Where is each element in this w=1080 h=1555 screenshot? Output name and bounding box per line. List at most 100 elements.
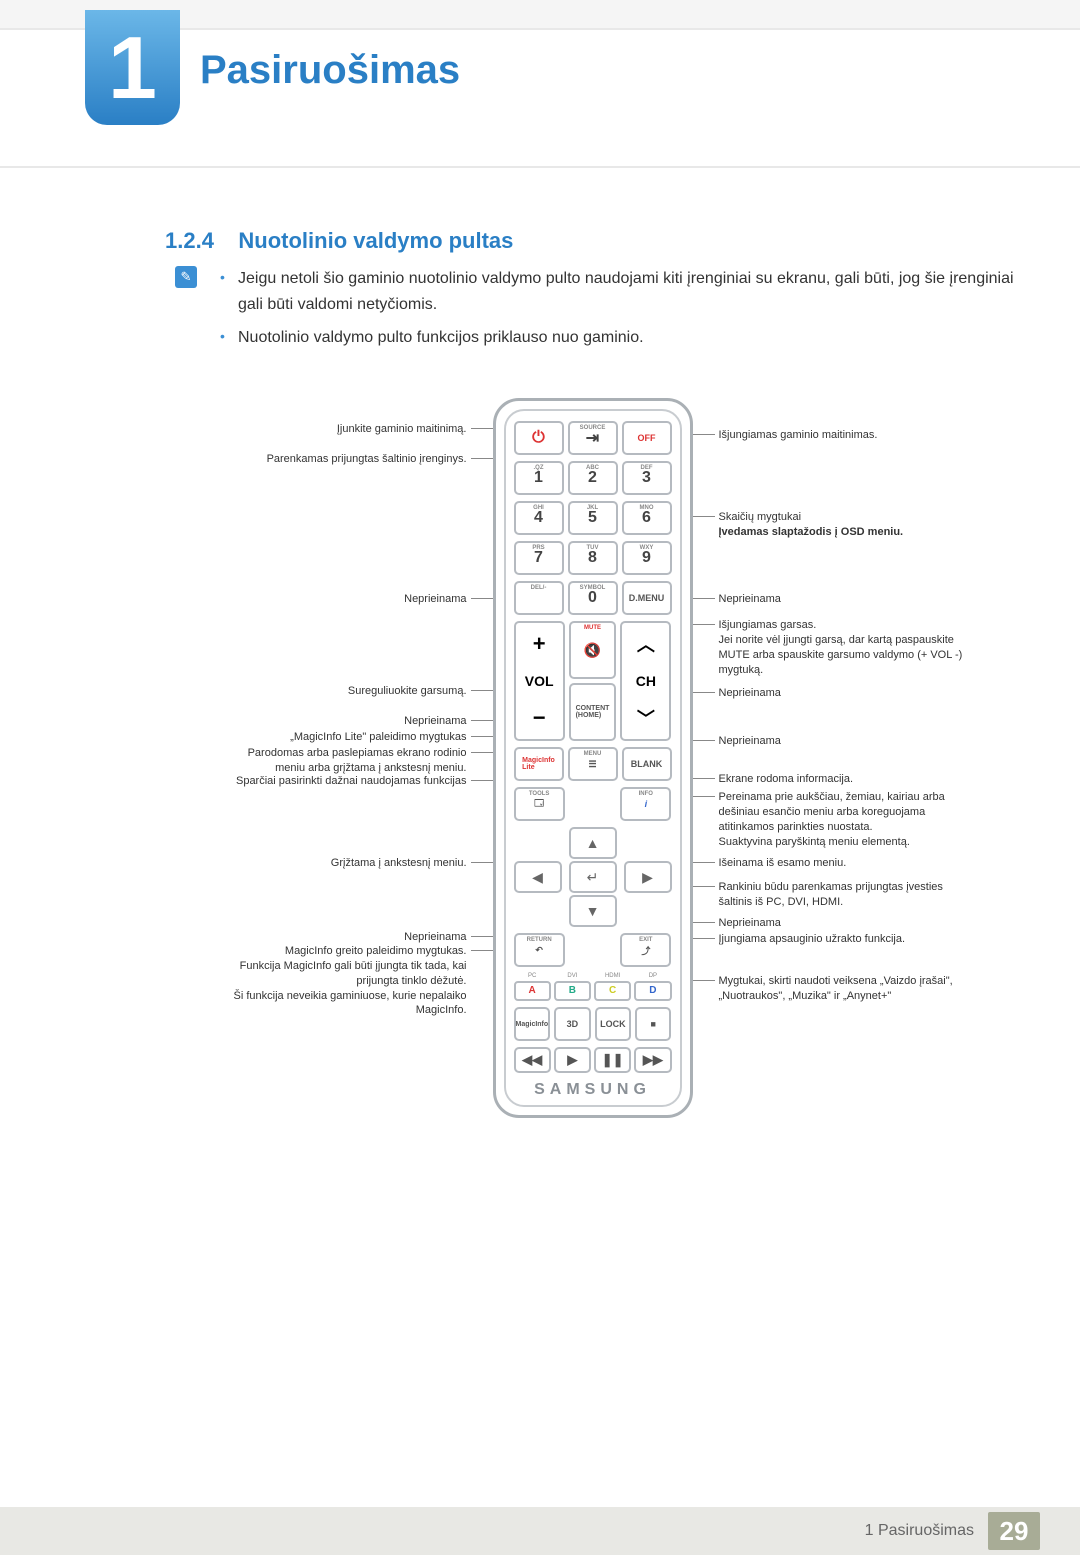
3d-button[interactable]: 3D <box>554 1007 590 1041</box>
right-label-4: Neprieinama <box>719 686 979 701</box>
info-button[interactable]: INFOi <box>620 787 671 821</box>
leader-line <box>471 936 493 937</box>
dpad-left[interactable]: ◀ <box>514 861 562 893</box>
num-2[interactable]: ABC2 <box>568 461 618 495</box>
leader-line <box>471 690 493 691</box>
right-label-11: Įjungiama apsauginio užrakto funkcija. <box>719 932 979 947</box>
return-button[interactable]: RETURN↶ <box>514 933 565 967</box>
remote-inner: ⏻ SOURCE⇥ OFF .QZ1 ABC2 DEF3 GHI4 JKL5 M… <box>504 409 682 1107</box>
color-d-button[interactable]: D <box>634 981 671 1001</box>
num-9[interactable]: WXY9 <box>622 541 672 575</box>
chapter-title: Pasiruošimas <box>200 48 460 93</box>
section-number: 1.2.4 <box>165 228 214 253</box>
content-home-button[interactable]: CONTENT (HOME) <box>569 683 616 741</box>
chapter-number-badge: 1 <box>85 10 180 125</box>
mid-column: MUTE🔇 CONTENT (HOME) <box>569 621 616 741</box>
vol-plus-icon: + <box>533 631 546 657</box>
return-exit-row: RETURN↶ EXIT⤴ <box>514 933 672 967</box>
vol-label: VOL <box>525 673 554 689</box>
right-label-7: Pereinama prie aukščiau, žemiau, kairiau… <box>719 790 979 849</box>
num-6[interactable]: MNO6 <box>622 501 672 535</box>
left-label-8: Grįžtama į ankstesnį meniu. <box>217 856 467 871</box>
play-button[interactable]: ▶ <box>554 1047 591 1073</box>
right-label-3: Išjungiamas garsas. Jei norite vėl įjung… <box>719 618 979 677</box>
section-title: Nuotolinio valdymo pultas <box>238 228 513 253</box>
num-7[interactable]: PRS7 <box>514 541 564 575</box>
pause-button[interactable]: ❚❚ <box>594 1047 631 1073</box>
leader-line <box>693 624 715 625</box>
num-3[interactable]: DEF3 <box>622 461 672 495</box>
magicinfo-button[interactable]: MagicInfo <box>514 1007 551 1041</box>
blank-button[interactable]: BLANK <box>622 747 672 781</box>
left-label-3: Sureguliuokite garsumą. <box>217 684 467 699</box>
tools-info-row: TOOLS🗔 INFOi <box>514 787 672 821</box>
exit-button[interactable]: EXIT⤴ <box>620 933 671 967</box>
right-label-6: Ekrane rodoma informacija. <box>719 772 979 787</box>
leader-line <box>693 938 715 939</box>
dpad: ▲ ◀ ↵ ▶ ▼ <box>514 827 672 927</box>
dpad-up[interactable]: ▲ <box>569 827 617 859</box>
dvi-label: DVI <box>554 973 591 979</box>
num-4[interactable]: GHI4 <box>514 501 564 535</box>
leader-line <box>471 736 493 737</box>
del-button[interactable]: DEL/- <box>514 581 564 615</box>
magicinfo-lite-button[interactable]: MagicInfo Lite <box>514 747 564 781</box>
leader-line <box>693 598 715 599</box>
leader-line <box>693 922 715 923</box>
num-5[interactable]: JKL5 <box>568 501 618 535</box>
page-footer: 1 Pasiruošimas 29 <box>0 1507 1080 1555</box>
dpad-right[interactable]: ▶ <box>624 861 672 893</box>
menu-button[interactable]: MENU☰ <box>568 747 618 781</box>
num-1[interactable]: .QZ1 <box>514 461 564 495</box>
leader-line <box>471 458 493 459</box>
lock-button[interactable]: LOCK <box>595 1007 631 1041</box>
numpad-row-4: DEL/- SYMBOL0 D.MENU <box>514 581 672 615</box>
source-button[interactable]: SOURCE⇥ <box>568 421 618 455</box>
ch-down-icon: ﹀ <box>637 705 655 731</box>
color-a-button[interactable]: A <box>514 981 551 1001</box>
right-label-12: Mygtukai, skirti naudoti veiksena „Vaizd… <box>719 974 979 1004</box>
left-label-7: Sparčiai pasirinkti dažnai naudojamas fu… <box>217 774 467 789</box>
vol-minus-icon: − <box>533 705 546 731</box>
menu-row: MagicInfo Lite MENU☰ BLANK <box>514 747 672 781</box>
power-button[interactable]: ⏻ <box>514 421 564 455</box>
numpad-row-2: GHI4 JKL5 MNO6 <box>514 501 672 535</box>
left-label-6: Parodomas arba paslepiamas ekrano rodini… <box>217 746 467 776</box>
vol-ch-row: + VOL − MUTE🔇 CONTENT (HOME) ︿ CH ﹀ <box>514 621 672 741</box>
footer-chapter-text: 1 Pasiruošimas <box>865 1522 974 1540</box>
leader-line <box>471 598 493 599</box>
left-label-0: Įjunkite gaminio maitinimą. <box>217 422 467 437</box>
bullet-1: Jeigu netoli šio gaminio nuotolinio vald… <box>220 266 1020 317</box>
left-label-5: „MagicInfo Lite" paleidimo mygtukas <box>217 730 467 745</box>
tools-button[interactable]: TOOLS🗔 <box>514 787 565 821</box>
mute-button[interactable]: MUTE🔇 <box>569 621 616 679</box>
dpad-down[interactable]: ▼ <box>569 895 617 927</box>
leader-line <box>471 428 493 429</box>
fastforward-button[interactable]: ▶▶ <box>634 1047 671 1073</box>
right-label-1: Skaičių mygtukaiĮvedamas slaptažodis į O… <box>719 510 979 540</box>
dmenu-button[interactable]: D.MENU <box>622 581 672 615</box>
dpad-enter[interactable]: ↵ <box>569 861 617 893</box>
page-header: 1 Pasiruošimas <box>0 28 1080 168</box>
right-label-10: Neprieinama <box>719 916 979 931</box>
stop-button[interactable]: ■ <box>635 1007 671 1041</box>
channel-rocker[interactable]: ︿ CH ﹀ <box>620 621 671 741</box>
num-8[interactable]: TUV8 <box>568 541 618 575</box>
right-label-2: Neprieinama <box>719 592 979 607</box>
leader-line <box>471 752 493 753</box>
right-label-5: Neprieinama <box>719 734 979 749</box>
leader-line <box>471 950 493 951</box>
volume-rocker[interactable]: + VOL − <box>514 621 565 741</box>
color-c-button[interactable]: C <box>594 981 631 1001</box>
hdmi-label: HDMI <box>594 973 631 979</box>
off-button[interactable]: OFF <box>622 421 672 455</box>
playback-row: ◀◀ ▶ ❚❚ ▶▶ <box>514 1047 672 1073</box>
num-0[interactable]: SYMBOL0 <box>568 581 618 615</box>
leader-line <box>693 796 715 797</box>
numpad-row-1: .QZ1 ABC2 DEF3 <box>514 461 672 495</box>
brand-logo: SAMSUNG <box>496 1081 690 1099</box>
section-heading: 1.2.4 Nuotolinio valdymo pultas <box>165 228 513 254</box>
rewind-button[interactable]: ◀◀ <box>514 1047 551 1073</box>
color-b-button[interactable]: B <box>554 981 591 1001</box>
leader-line <box>693 692 715 693</box>
